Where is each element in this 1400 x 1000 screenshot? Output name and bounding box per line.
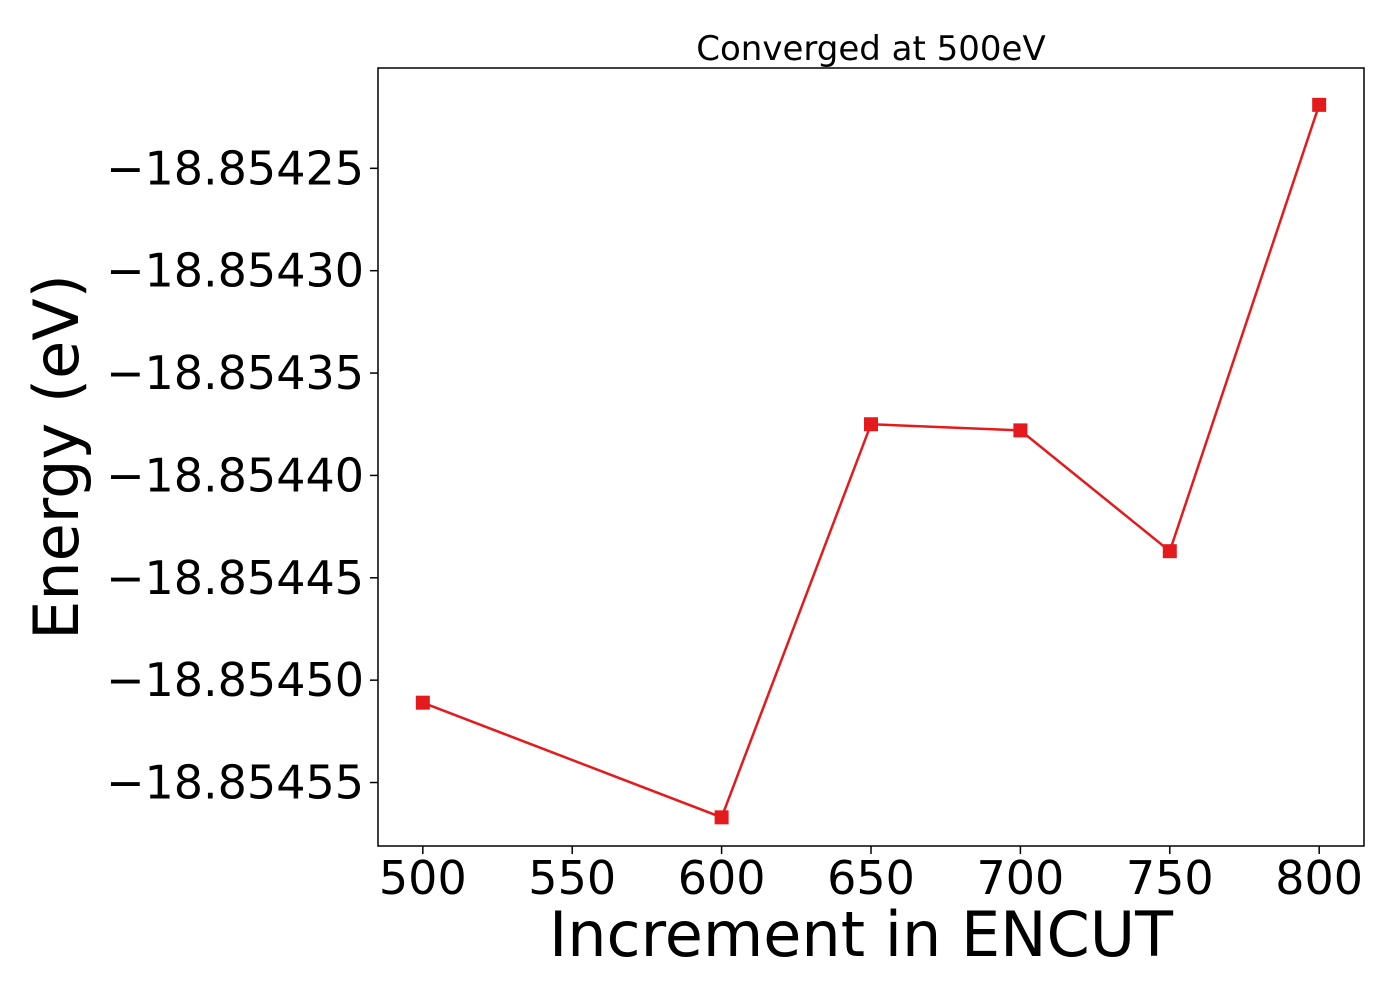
y-tick-label: −18.85445	[106, 551, 364, 605]
y-tick-label: −18.85440	[106, 448, 364, 502]
chart-title: Converged at 500eV	[696, 29, 1045, 69]
x-tick-label: 750	[1126, 851, 1214, 905]
y-tick-label: −18.85430	[106, 244, 364, 298]
x-axis-ticks: 500 550 600 650 700 750 800	[379, 846, 1363, 905]
x-tick-label: 500	[379, 851, 467, 905]
y-tick-label: −18.85455	[106, 756, 364, 810]
y-tick-label: −18.85450	[106, 653, 364, 707]
y-tick-label: −18.85425	[106, 141, 364, 195]
data-point-marker	[1162, 544, 1177, 559]
x-tick-label: 700	[976, 851, 1064, 905]
data-point-marker	[864, 417, 878, 432]
plot-area-frame	[377, 67, 1365, 847]
data-point-marker	[1312, 97, 1327, 112]
x-tick-label: 800	[1275, 851, 1363, 905]
series-line	[422, 104, 1321, 819]
data-point-marker	[415, 695, 430, 710]
data-point-marker	[714, 810, 729, 825]
data-series-layer	[415, 97, 1327, 825]
x-tick-label: 550	[528, 851, 616, 905]
y-axis-ticks: −18.85425 −18.85430 −18.85435 −18.85440 −18.…	[106, 141, 378, 810]
x-axis-label: Increment in ENCUT	[549, 898, 1174, 971]
y-axis-label: Energy (eV)	[20, 274, 93, 640]
x-tick-label: 650	[827, 851, 915, 905]
y-tick-label: −18.85435	[106, 346, 364, 400]
x-tick-label: 600	[678, 851, 766, 905]
data-point-marker	[1013, 423, 1028, 438]
